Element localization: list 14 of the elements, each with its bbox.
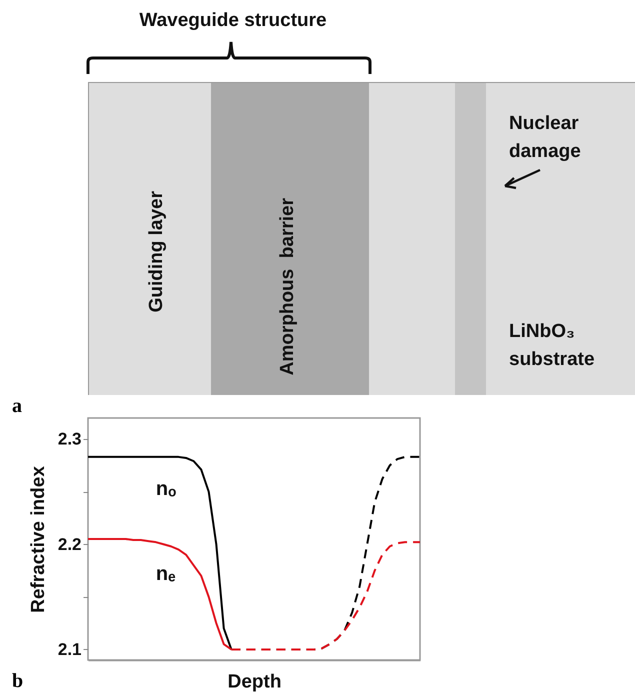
text: Waveguide structure bbox=[139, 10, 327, 32]
y-axis-title: Refractive index bbox=[28, 466, 49, 613]
text: Guiding layer bbox=[146, 190, 168, 312]
y-tick-label: 2.1 bbox=[58, 640, 82, 659]
y-tick-label: 2.3 bbox=[58, 430, 82, 449]
y-tick-label: 2.2 bbox=[58, 534, 82, 554]
text: Nuclear damage bbox=[509, 112, 582, 164]
text: a bbox=[12, 395, 22, 418]
text: b bbox=[12, 670, 24, 693]
series-label: nₑ bbox=[156, 563, 176, 586]
x-axis-title: Depth bbox=[228, 672, 282, 692]
text: Amorphous barrier bbox=[277, 198, 299, 375]
series-label: nₒ bbox=[156, 478, 176, 500]
text: LiNbO₃ substrate bbox=[509, 320, 596, 372]
